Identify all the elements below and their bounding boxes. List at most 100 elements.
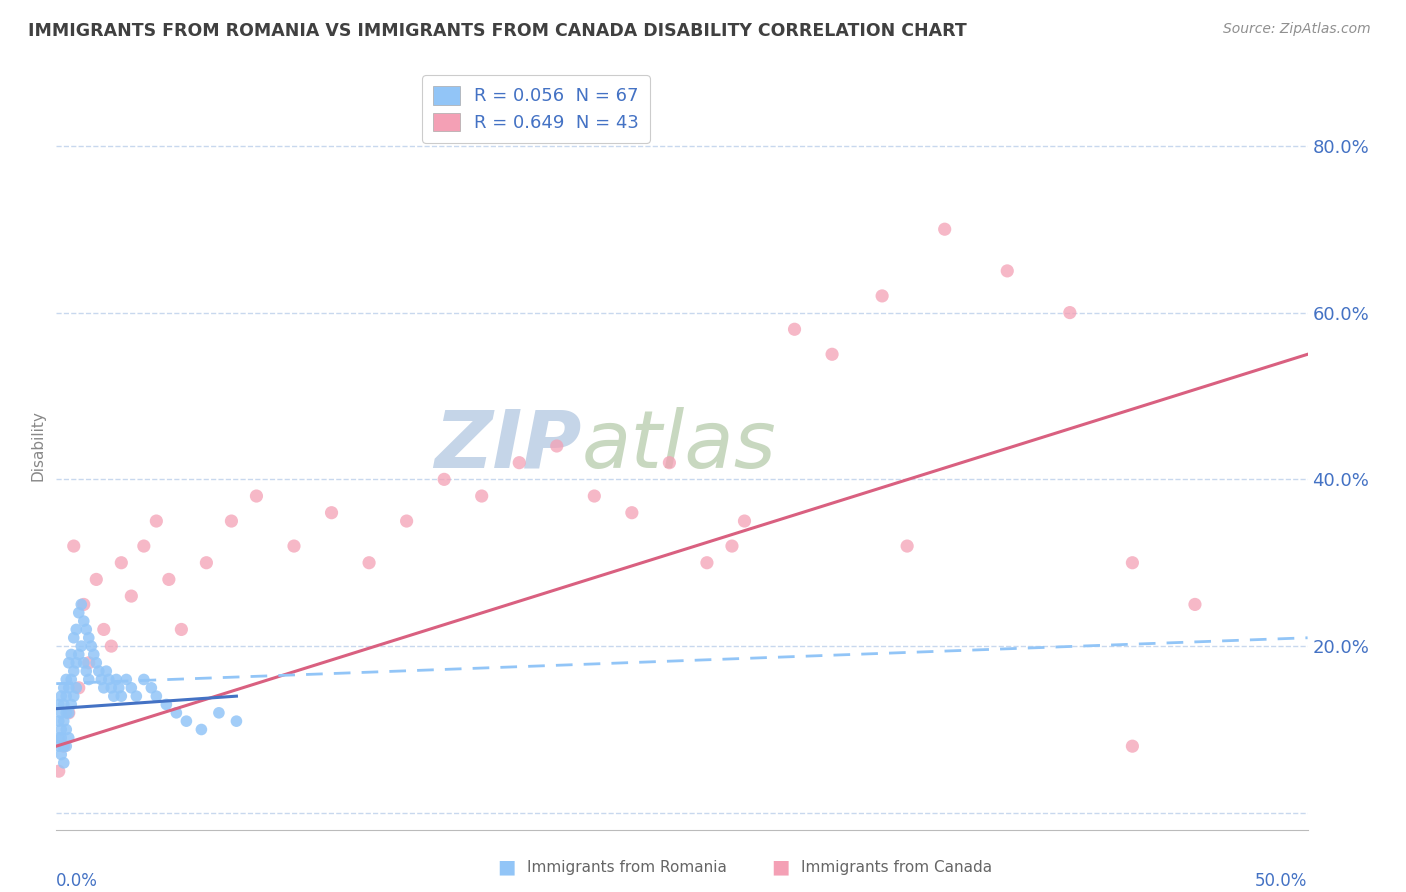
Text: atlas: atlas <box>582 407 776 485</box>
Point <box>96 664 118 678</box>
Point <box>170 623 193 637</box>
Point <box>51 689 73 703</box>
Point <box>55 739 77 754</box>
Point <box>60 673 83 687</box>
Text: Immigrants from Romania: Immigrants from Romania <box>527 860 727 874</box>
Point <box>67 648 90 662</box>
Point <box>157 573 180 587</box>
Point <box>145 689 167 703</box>
Point <box>120 589 142 603</box>
Point <box>658 456 681 470</box>
Point <box>58 656 80 670</box>
Point <box>115 673 138 687</box>
Point <box>58 731 80 745</box>
Point <box>125 689 148 703</box>
Point <box>65 623 87 637</box>
Point <box>67 681 90 695</box>
Point <box>721 539 744 553</box>
Point <box>195 556 218 570</box>
Point <box>132 673 155 687</box>
Point <box>77 631 100 645</box>
Point <box>73 656 96 670</box>
Point <box>52 714 75 728</box>
Point <box>51 747 73 762</box>
Point <box>696 556 718 570</box>
Point <box>433 472 456 486</box>
Legend: R = 0.056  N = 67, R = 0.649  N = 43: R = 0.056 N = 67, R = 0.649 N = 43 <box>422 75 650 143</box>
Point <box>105 673 128 687</box>
Point <box>110 556 132 570</box>
Point <box>359 556 381 570</box>
Point <box>141 681 163 695</box>
Point <box>52 739 75 754</box>
Point <box>896 539 918 553</box>
Text: IMMIGRANTS FROM ROMANIA VS IMMIGRANTS FROM CANADA DISABILITY CORRELATION CHART: IMMIGRANTS FROM ROMANIA VS IMMIGRANTS FR… <box>28 22 967 40</box>
Point <box>55 673 77 687</box>
Point <box>48 739 70 754</box>
Point <box>48 764 70 779</box>
Point <box>934 222 956 236</box>
Text: Source: ZipAtlas.com: Source: ZipAtlas.com <box>1223 22 1371 37</box>
Point <box>93 623 115 637</box>
Point <box>190 723 212 737</box>
Point <box>77 673 100 687</box>
Point <box>132 539 155 553</box>
Point <box>65 681 87 695</box>
Point <box>221 514 243 528</box>
Point <box>80 639 103 653</box>
Point <box>97 673 120 687</box>
Point <box>155 698 177 712</box>
Point <box>84 656 107 670</box>
Point <box>51 723 73 737</box>
Point <box>65 656 87 670</box>
Point <box>60 698 83 712</box>
Point <box>120 681 142 695</box>
Point <box>395 514 418 528</box>
Point <box>176 714 198 728</box>
Text: ■: ■ <box>770 857 790 877</box>
Point <box>62 689 84 703</box>
Point <box>58 706 80 720</box>
Point <box>75 664 97 678</box>
Point <box>225 714 247 728</box>
Point <box>51 706 73 720</box>
Point <box>103 689 125 703</box>
Point <box>73 614 96 628</box>
Point <box>70 598 93 612</box>
Point <box>48 714 70 728</box>
Point <box>821 347 844 361</box>
Point <box>783 322 806 336</box>
Point <box>1121 556 1143 570</box>
Point <box>67 606 90 620</box>
Point <box>52 756 75 770</box>
Point <box>58 706 80 720</box>
Point <box>83 648 105 662</box>
Point <box>55 706 77 720</box>
Point <box>1184 598 1206 612</box>
Text: ■: ■ <box>496 857 516 877</box>
Point <box>321 506 343 520</box>
Point <box>75 623 97 637</box>
Point <box>208 706 231 720</box>
Text: Immigrants from Canada: Immigrants from Canada <box>801 860 993 874</box>
Point <box>55 689 77 703</box>
Point <box>55 723 77 737</box>
Point <box>100 681 122 695</box>
Point <box>48 698 70 712</box>
Point <box>870 289 893 303</box>
Point <box>734 514 756 528</box>
Point <box>583 489 606 503</box>
Point <box>471 489 494 503</box>
Point <box>48 731 70 745</box>
Point <box>90 673 112 687</box>
Text: 50.0%: 50.0% <box>1256 871 1308 889</box>
Point <box>73 598 96 612</box>
Point <box>51 731 73 745</box>
Point <box>62 664 84 678</box>
Point <box>995 264 1018 278</box>
Point <box>165 706 187 720</box>
Text: 0.0%: 0.0% <box>56 871 98 889</box>
Point <box>62 539 84 553</box>
Y-axis label: Disability: Disability <box>30 410 45 482</box>
Point <box>87 664 110 678</box>
